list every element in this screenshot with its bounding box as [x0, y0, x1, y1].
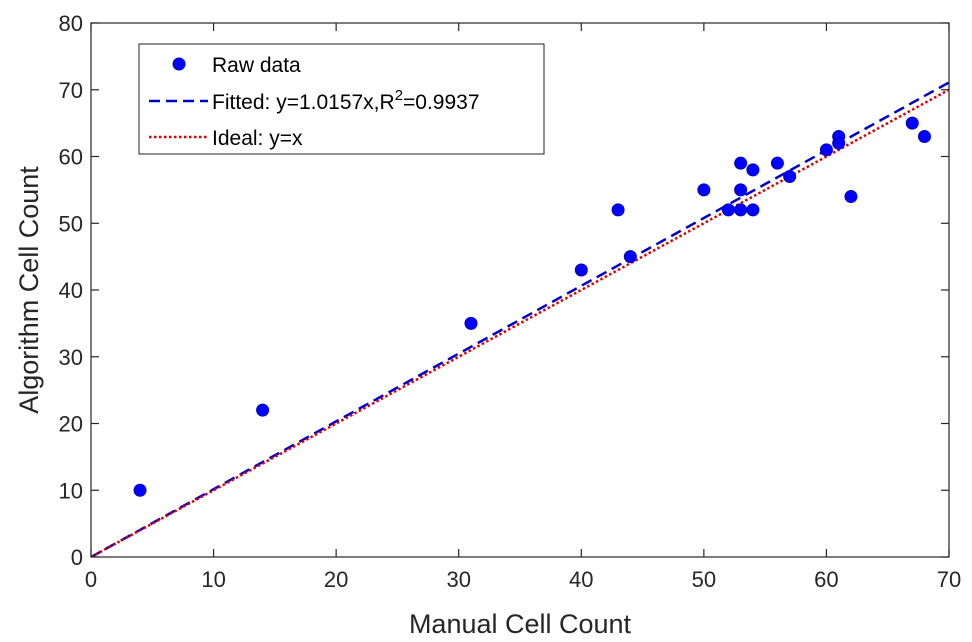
x-tick-label: 10	[201, 567, 225, 592]
data-point	[256, 403, 270, 417]
data-point	[832, 136, 846, 150]
data-point	[574, 263, 588, 277]
x-tick-label: 40	[569, 567, 593, 592]
y-tick-label: 60	[59, 145, 83, 170]
data-point	[844, 190, 858, 204]
y-tick-label: 70	[59, 78, 83, 103]
x-tick-label: 50	[692, 567, 716, 592]
data-point	[746, 203, 760, 217]
data-point	[623, 250, 637, 264]
x-tick-label: 30	[446, 567, 470, 592]
data-point	[734, 183, 748, 197]
legend-label-raw-data: Raw data	[212, 54, 301, 77]
y-tick-label: 30	[59, 345, 83, 370]
data-point	[734, 156, 748, 170]
data-point	[697, 183, 711, 197]
data-point	[133, 483, 147, 497]
y-tick-label: 20	[59, 412, 83, 437]
data-point	[917, 129, 931, 143]
y-tick-label: 40	[59, 278, 83, 303]
x-axis-label: Manual Cell Count	[409, 609, 632, 639]
data-point	[783, 170, 797, 184]
axis-ticks: 0 10 20 30 40 50 60 70 0 10 20 30 40 50 60 70 80	[59, 11, 962, 592]
legend: Raw data Fitted: y=1.0157x,R2=0.9937 Ide…	[138, 43, 545, 155]
legend-box	[138, 43, 545, 155]
x-tick-label: 20	[324, 567, 348, 592]
ideal-line	[91, 88, 949, 557]
data-point	[611, 203, 625, 217]
data-point	[905, 116, 919, 130]
data-point	[734, 203, 748, 217]
data-point	[819, 143, 833, 157]
x-tick-label: 60	[814, 567, 838, 592]
legend-marker-raw-data	[172, 57, 186, 71]
y-tick-label: 50	[59, 211, 83, 236]
fit-lines	[91, 81, 949, 557]
data-point	[464, 316, 478, 330]
x-tick-label: 70	[937, 567, 961, 592]
y-tick-label: 0	[71, 545, 83, 570]
y-axis-label: Algorithm Cell Count	[14, 166, 44, 414]
legend-label-ideal: Ideal: y=x	[212, 127, 303, 150]
fitted-line	[91, 81, 949, 557]
data-point	[770, 156, 784, 170]
data-point	[746, 163, 760, 177]
data-points	[133, 116, 931, 497]
y-tick-label: 10	[59, 478, 83, 503]
data-point	[721, 203, 735, 217]
legend-label-fitted: Fitted: y=1.0157x,R2=0.9937	[212, 87, 480, 114]
x-tick-label: 0	[85, 567, 97, 592]
y-tick-label: 80	[59, 11, 83, 36]
